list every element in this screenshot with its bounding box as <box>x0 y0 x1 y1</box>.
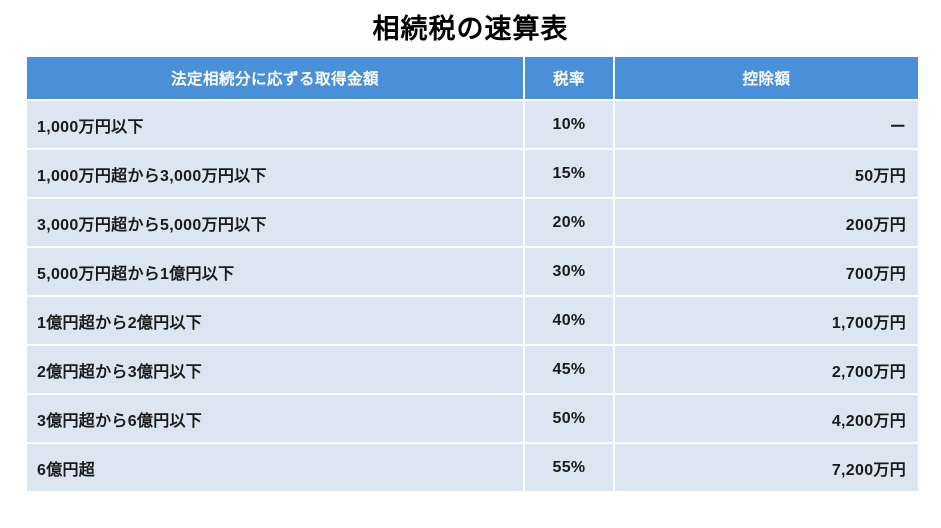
cell-deduction: 700万円 <box>613 246 920 297</box>
cell-tax-rate: 45% <box>523 344 615 395</box>
table-row: 6億円超 55% 7,200万円 <box>25 442 920 493</box>
cell-tax-rate: 10% <box>523 99 615 150</box>
cell-tax-rate: 55% <box>523 442 615 493</box>
cell-acquisition-range: 5,000万円超から1億円以下 <box>25 246 525 297</box>
cell-deduction: 2,700万円 <box>613 344 920 395</box>
table-row: 3億円超から6億円以下 50% 4,200万円 <box>25 393 920 444</box>
cell-deduction: 200万円 <box>613 197 920 248</box>
cell-tax-rate: 30% <box>523 246 615 297</box>
inheritance-tax-table: 法定相続分に応ずる取得金額 税率 控除額 1,000万円以下 10% ー 1,0… <box>25 55 920 493</box>
cell-tax-rate: 20% <box>523 197 615 248</box>
cell-deduction: 1,700万円 <box>613 295 920 346</box>
cell-tax-rate: 40% <box>523 295 615 346</box>
cell-tax-rate: 15% <box>523 148 615 199</box>
header-cell-tax-rate: 税率 <box>523 55 615 101</box>
header-row: 法定相続分に応ずる取得金額 税率 控除額 <box>25 55 920 101</box>
cell-acquisition-range: 1,000万円以下 <box>25 99 525 150</box>
cell-acquisition-range: 6億円超 <box>25 442 525 493</box>
header-cell-deduction: 控除額 <box>613 55 920 101</box>
table-row: 1,000万円超から3,000万円以下 15% 50万円 <box>25 148 920 199</box>
cell-deduction: ー <box>613 99 920 150</box>
cell-acquisition-range: 3億円超から6億円以下 <box>25 393 525 444</box>
table-row: 5,000万円超から1億円以下 30% 700万円 <box>25 246 920 297</box>
table-row: 1億円超から2億円以下 40% 1,700万円 <box>25 295 920 346</box>
table-row: 1,000万円以下 10% ー <box>25 99 920 150</box>
cell-acquisition-range: 1,000万円超から3,000万円以下 <box>25 148 525 199</box>
cell-deduction: 4,200万円 <box>613 393 920 444</box>
cell-tax-rate: 50% <box>523 393 615 444</box>
cell-deduction: 7,200万円 <box>613 442 920 493</box>
cell-deduction: 50万円 <box>613 148 920 199</box>
cell-acquisition-range: 3,000万円超から5,000万円以下 <box>25 197 525 248</box>
cell-acquisition-range: 2億円超から3億円以下 <box>25 344 525 395</box>
page-title: 相続税の速算表 <box>372 14 569 44</box>
header-cell-acquisition-amount: 法定相続分に応ずる取得金額 <box>25 55 525 101</box>
table-row: 3,000万円超から5,000万円以下 20% 200万円 <box>25 197 920 248</box>
cell-acquisition-range: 1億円超から2億円以下 <box>25 295 525 346</box>
table-row: 2億円超から3億円以下 45% 2,700万円 <box>25 344 920 395</box>
